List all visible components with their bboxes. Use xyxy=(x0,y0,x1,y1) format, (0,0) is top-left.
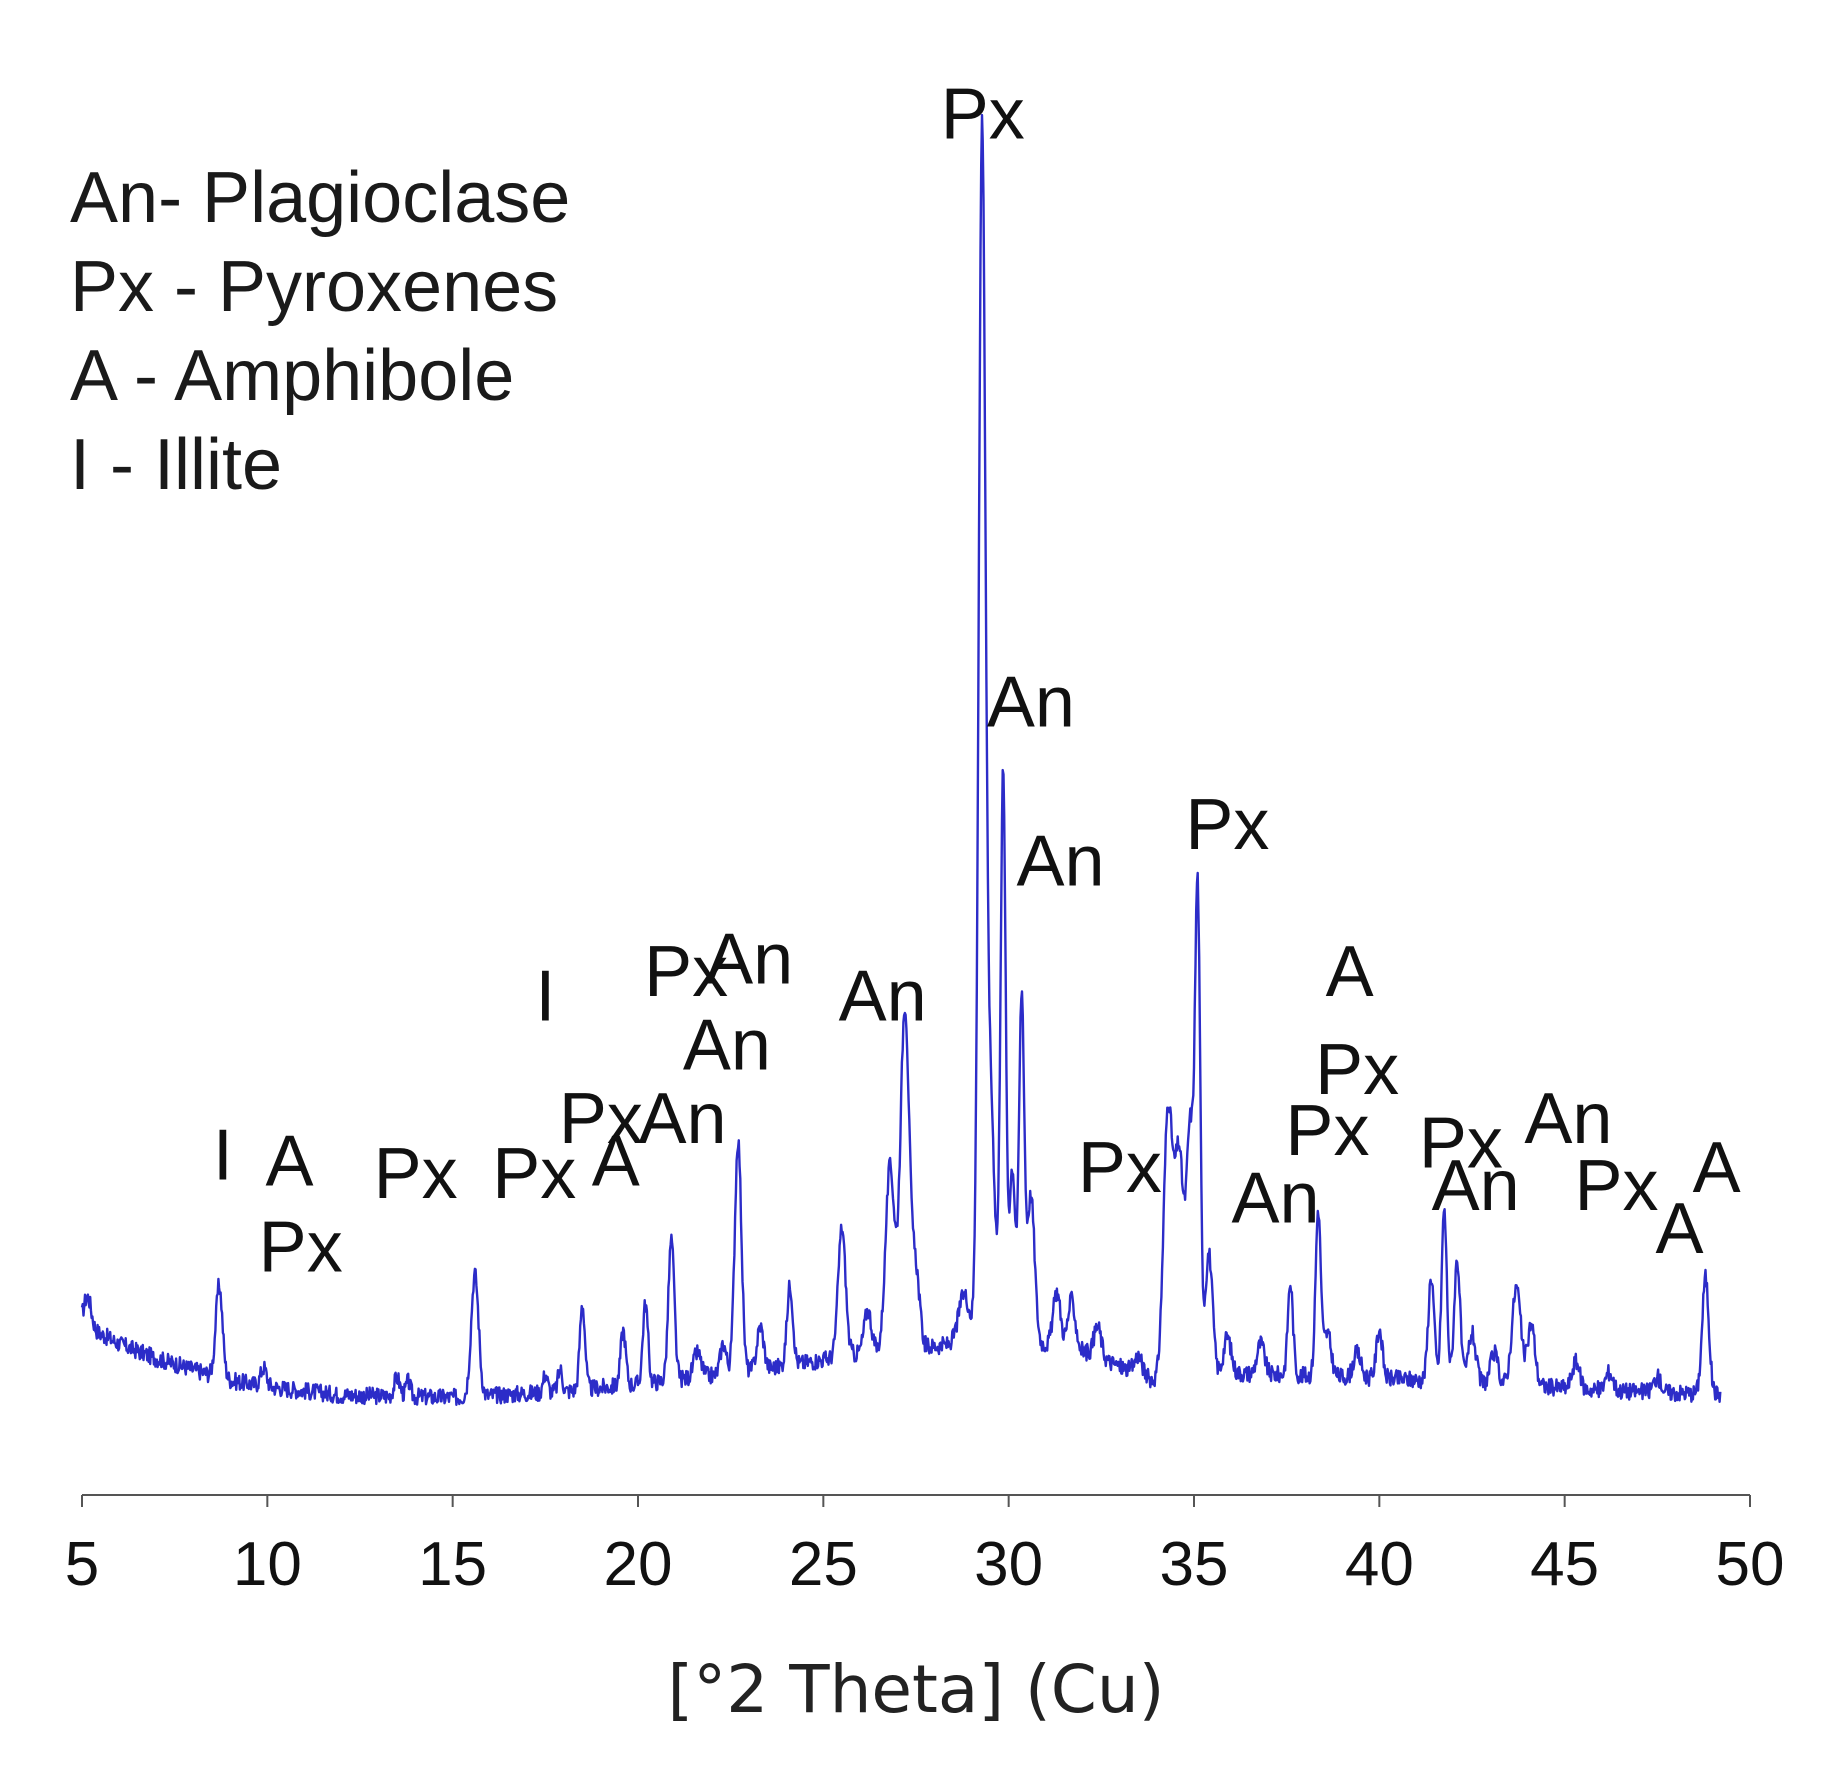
peak-label: Px xyxy=(1078,1128,1162,1208)
x-tick-label: 25 xyxy=(789,1530,858,1599)
x-tick-label: 10 xyxy=(233,1530,302,1599)
legend-entry-amphibole: A - Amphibole xyxy=(70,336,514,416)
peak-label: A xyxy=(266,1122,314,1202)
peak-label: Px xyxy=(374,1134,458,1214)
peak-label: Px xyxy=(1315,1030,1399,1110)
peak-label: An xyxy=(638,1079,726,1159)
peak-label: An xyxy=(1432,1146,1520,1226)
x-tick-label: 40 xyxy=(1345,1530,1414,1599)
peak-label: Px xyxy=(492,1134,576,1214)
peak-label: Px xyxy=(259,1207,343,1287)
peak-label: An xyxy=(987,662,1075,742)
peak-label: An xyxy=(1524,1079,1612,1159)
legend-entry-illite: I - Illite xyxy=(70,425,282,505)
x-tick-label: 5 xyxy=(65,1530,99,1599)
peak-label: A xyxy=(1326,932,1374,1012)
x-tick-label: 15 xyxy=(418,1530,487,1599)
peak-label: An xyxy=(1232,1158,1320,1238)
peak-label: An xyxy=(683,1005,771,1085)
peak-label: I xyxy=(535,956,555,1036)
x-tick-label: 45 xyxy=(1530,1530,1599,1599)
peak-label: Px xyxy=(1285,1091,1369,1171)
x-tick-label: 20 xyxy=(604,1530,673,1599)
legend-entry-plagioclase: An- Plagioclase xyxy=(70,158,570,238)
x-axis: 5 10 15 20 25 30 35 40 45 50 xyxy=(65,1494,1785,1599)
plot-area xyxy=(80,113,1722,1406)
peak-label: Px xyxy=(1419,1103,1503,1183)
x-axis-title: [°2 Theta] (Cu) xyxy=(668,1651,1165,1728)
x-tick-label: 50 xyxy=(1716,1530,1785,1599)
legend-entry-pyroxenes: Px - Pyroxenes xyxy=(70,247,558,327)
peak-label: A xyxy=(1656,1189,1704,1269)
chart-legend: An- Plagioclase Px - Pyroxenes A - Amphi… xyxy=(70,158,570,505)
peak-label: A xyxy=(592,1122,640,1202)
peak-label: I xyxy=(213,1116,233,1196)
peak-label: Px xyxy=(559,1079,643,1159)
peak-label: An xyxy=(1017,822,1105,902)
peak-label: An xyxy=(839,956,927,1036)
diffraction-pattern-line xyxy=(80,113,1722,1406)
peak-label: An xyxy=(705,920,793,1000)
peak-label: A xyxy=(1693,1128,1741,1208)
peak-label: Px xyxy=(941,74,1025,154)
x-tick-label: 35 xyxy=(1160,1530,1229,1599)
peak-label: Px xyxy=(1185,785,1269,865)
peak-label: Px xyxy=(1575,1146,1659,1226)
x-tick-label: 30 xyxy=(974,1530,1043,1599)
peak-label: Px xyxy=(644,932,728,1012)
